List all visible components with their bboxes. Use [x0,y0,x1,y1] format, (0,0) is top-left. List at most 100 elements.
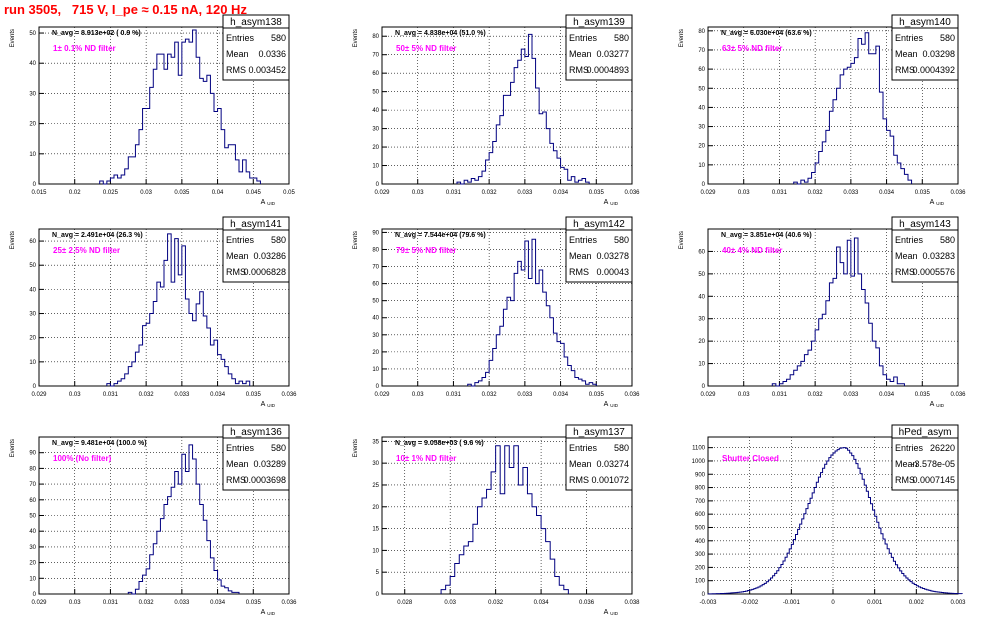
x-tick-label: 0.03 [140,190,152,196]
stats-box-title: h_asym136 [230,427,282,438]
stats-value: 0.0006828 [243,267,286,277]
histogram-line [771,237,905,387]
y-tick-label: 0 [33,592,37,598]
y-axis-label: Events [353,439,359,457]
y-tick-label: 0 [702,182,706,188]
x-tick-label: 0.034 [534,600,550,606]
y-tick-label: 80 [372,34,379,40]
x-tick-label: 0.034 [879,190,895,196]
x-tick-label: 0.033 [174,600,190,606]
stats-label: Entries [569,33,598,43]
histogram-line [456,33,590,185]
y-tick-label: 10 [29,576,36,582]
filter-annotation: 1± 0.1% ND filter [53,44,116,53]
y-tick-label: 80 [698,29,705,35]
y-tick-label: 100 [695,579,706,585]
y-tick-label: 30 [698,317,705,323]
histogram-line [106,233,251,387]
y-tick-label: 60 [698,249,705,255]
stats-value: 0.0005576 [912,267,955,277]
y-tick-label: 50 [372,90,379,96]
y-tick-label: 70 [372,265,379,271]
x-axis-label: A UID [604,609,619,616]
filter-annotation: 40± 4% ND filter [722,246,782,255]
y-tick-label: 15 [372,527,379,533]
y-tick-label: 0 [33,384,37,390]
y-tick-label: 20 [29,561,36,567]
x-tick-label: 0.035 [589,392,605,398]
x-tick-label: 0.033 [517,392,533,398]
stats-label: Mean [226,459,249,469]
x-tick-label: 0.032 [139,600,155,606]
x-tick-label: 0.036 [579,600,595,606]
y-axis-label: Events [679,231,685,249]
stats-value: 580 [940,33,955,43]
stats-box [891,14,959,81]
x-axis-label: A UID [930,401,945,408]
x-tick-label: 0.036 [950,392,966,398]
histogram-panel-h_asym142: 0.029 0.03 0.031 0.032 0.033 0.034 0.035 0.036 0… [353,216,640,408]
y-tick-label: 0 [376,384,380,390]
stats-value: 0.0004893 [586,65,629,75]
y-tick-label: 10 [698,362,705,368]
stats-value: 26220 [930,443,955,453]
y-tick-label: 1000 [692,459,706,465]
stats-label: Entries [569,235,598,245]
y-tick-label: 0 [33,182,37,188]
y-tick-label: 20 [29,336,36,342]
stats-box-title: h_asym138 [230,17,282,28]
x-tick-label: 0.029 [31,392,47,398]
stats-box [565,14,633,81]
x-axis-label: A UID [930,199,945,206]
filter-annotation: 10± 1% ND filter [396,454,456,463]
y-tick-label: 90 [372,230,379,236]
y-tick-label: 0 [702,592,706,598]
x-tick-label: 0.05 [283,190,295,196]
x-tick-label: 0.03 [738,392,750,398]
x-tick-label: 0.02 [69,190,81,196]
x-tick-label: 0.032 [139,392,155,398]
navg-label: N_avg = 3.851e+04 (40.6 %) [721,232,812,239]
y-tick-label: 20 [698,339,705,345]
x-tick-label: 0.029 [374,392,390,398]
histogram-panel-h_asym138: 0.015 0.02 0.025 0.03 0.035 0.04 0.045 0.05 0 10 2… [10,14,295,206]
stats-box-title: h_asym141 [230,219,282,230]
x-tick-label: 0.038 [624,600,640,606]
x-tick-label: 0.04 [212,190,224,196]
histogram-line [440,445,569,594]
y-tick-label: 20 [372,350,379,356]
x-tick-label: 0.033 [843,190,859,196]
x-tick-label: 0.001 [867,600,883,606]
x-tick-label: 0.031 [446,190,462,196]
histogram-line [467,238,597,387]
stats-label: Entries [895,235,924,245]
y-tick-label: 40 [29,529,36,535]
histogram-line [793,32,913,185]
stats-label: Entries [226,443,255,453]
x-tick-label: 0.034 [553,392,569,398]
x-tick-label: 0.032 [488,600,504,606]
histogram-panel-h_asym137: 0.028 0.03 0.032 0.034 0.036 0.038 0 5 10 15 20 25 3… [353,424,640,616]
x-axis-label: A UID [604,199,619,206]
y-tick-label: 1100 [692,446,706,452]
x-tick-label: 0.002 [909,600,925,606]
x-tick-label: 0.025 [103,190,119,196]
y-axis-label: Events [10,231,16,249]
x-axis-label: A UID [604,401,619,408]
x-tick-label: 0.028 [397,600,413,606]
y-tick-label: 800 [695,486,706,492]
x-tick-label: 0.031 [103,392,119,398]
y-tick-label: 70 [698,48,705,54]
y-tick-label: 10 [29,152,36,158]
y-tick-label: 20 [372,505,379,511]
histogram-panel-h_asym140: 0.029 0.03 0.031 0.032 0.033 0.034 0.035 0.036 0… [679,14,966,206]
y-tick-label: 60 [698,67,705,73]
y-tick-label: 60 [372,71,379,77]
navg-label: N_avg = 9.058e+03 ( 9.6 %) [395,440,484,447]
y-tick-label: 10 [372,548,379,554]
navg-label: N_avg = 2.491e+04 (26.3 %) [52,232,143,239]
histogram-panel-h_asym141: 0.029 0.03 0.031 0.032 0.033 0.034 0.035 0.036 0… [10,216,297,408]
stats-label: Mean [895,49,918,59]
stats-label: Mean [895,459,918,469]
